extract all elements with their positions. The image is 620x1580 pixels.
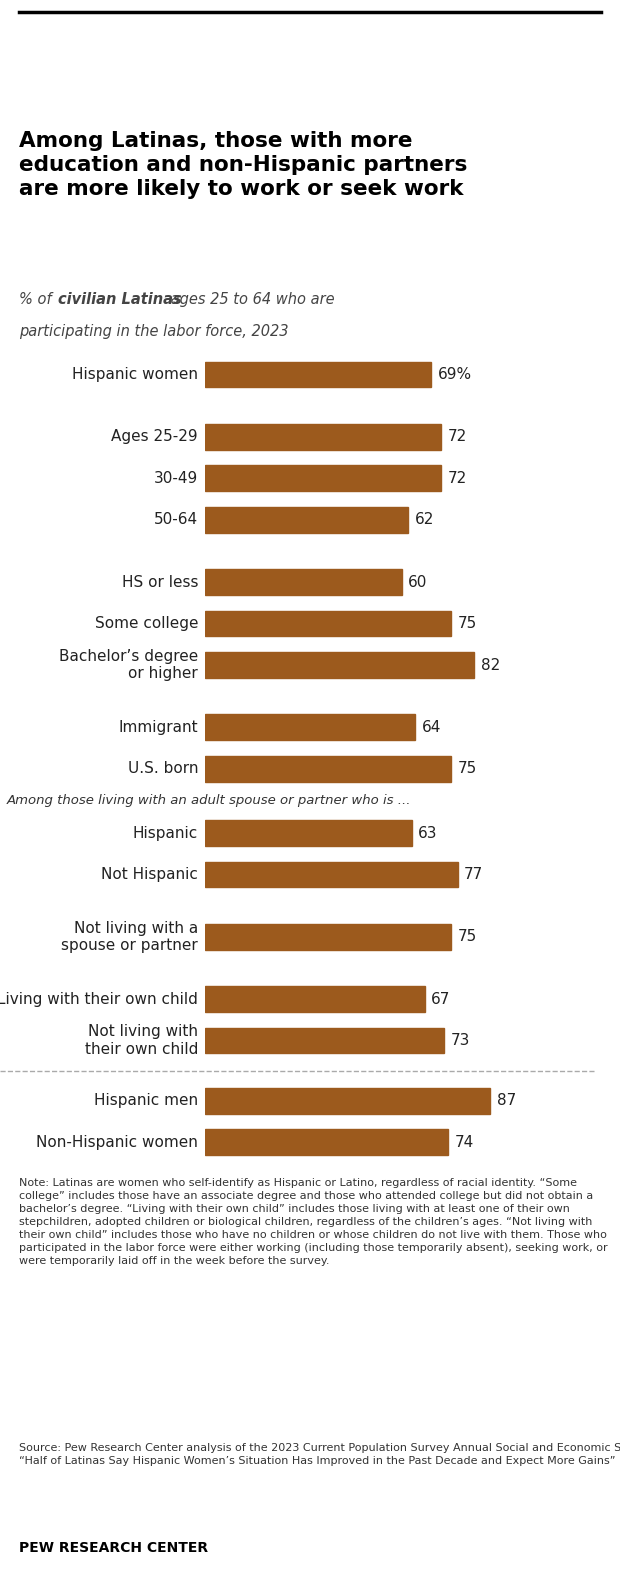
Text: 72: 72 [448, 471, 467, 485]
Text: 63: 63 [418, 826, 438, 841]
Text: 75: 75 [458, 616, 477, 630]
Bar [205, 861, 458, 888]
Text: 87: 87 [497, 1093, 516, 1108]
Text: 82: 82 [480, 657, 500, 673]
Text: 73: 73 [451, 1033, 471, 1048]
Bar [205, 466, 441, 491]
Text: Not Hispanic: Not Hispanic [101, 867, 198, 882]
Bar [205, 820, 412, 845]
Bar [205, 507, 409, 532]
Text: Hispanic men: Hispanic men [94, 1093, 198, 1108]
Text: Hispanic women: Hispanic women [72, 367, 198, 382]
Text: 62: 62 [415, 512, 434, 528]
Text: participating in the labor force, 2023: participating in the labor force, 2023 [19, 324, 288, 340]
Text: 69%: 69% [438, 367, 472, 382]
Text: 64: 64 [422, 720, 441, 735]
Text: civilian Latinas: civilian Latinas [58, 292, 182, 307]
Text: Living with their own child: Living with their own child [0, 992, 198, 1006]
Bar [205, 610, 451, 637]
Text: Source: Pew Research Center analysis of the 2023 Current Population Survey Annua: Source: Pew Research Center analysis of … [19, 1443, 620, 1466]
Bar [205, 1130, 448, 1155]
Text: Immigrant: Immigrant [118, 720, 198, 735]
Text: 50-64: 50-64 [154, 512, 198, 528]
Bar [205, 423, 441, 450]
Text: PEW RESEARCH CENTER: PEW RESEARCH CENTER [19, 1540, 208, 1555]
Text: U.S. born: U.S. born [128, 762, 198, 776]
Text: Some college: Some college [94, 616, 198, 630]
Text: HS or less: HS or less [122, 575, 198, 589]
Text: Not living with a
spouse or partner: Not living with a spouse or partner [61, 921, 198, 953]
Text: % of: % of [19, 292, 56, 307]
Text: 30-49: 30-49 [154, 471, 198, 485]
Bar [205, 714, 415, 739]
Bar [205, 653, 474, 678]
Bar [205, 986, 425, 1011]
Bar [205, 1027, 445, 1054]
Text: Non-Hispanic women: Non-Hispanic women [36, 1134, 198, 1150]
Text: 60: 60 [409, 575, 428, 589]
Text: Bachelor’s degree
or higher: Bachelor’s degree or higher [59, 649, 198, 681]
Text: ages 25 to 64 who are: ages 25 to 64 who are [166, 292, 335, 307]
Text: Among those living with an adult spouse or partner who is ...: Among those living with an adult spouse … [7, 795, 411, 807]
Text: 72: 72 [448, 430, 467, 444]
Text: Not living with
their own child: Not living with their own child [85, 1024, 198, 1057]
Bar [205, 362, 432, 387]
Text: Ages 25-29: Ages 25-29 [112, 430, 198, 444]
Bar [205, 1089, 490, 1114]
Bar [205, 755, 451, 782]
Text: Among Latinas, those with more
education and non-Hispanic partners
are more like: Among Latinas, those with more education… [19, 131, 467, 199]
Text: Note: Latinas are women who self-identify as Hispanic or Latino, regardless of r: Note: Latinas are women who self-identif… [19, 1179, 607, 1266]
Text: 67: 67 [432, 992, 451, 1006]
Text: 75: 75 [458, 929, 477, 945]
Text: 74: 74 [454, 1134, 474, 1150]
Text: 75: 75 [458, 762, 477, 776]
Text: Hispanic: Hispanic [133, 826, 198, 841]
Bar [205, 569, 402, 594]
Bar [205, 924, 451, 950]
Text: 77: 77 [464, 867, 484, 882]
